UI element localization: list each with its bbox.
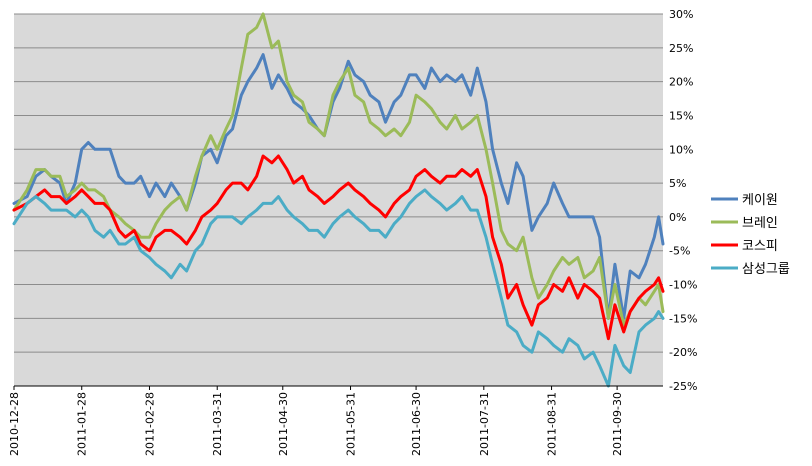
y-tick-label: 0% [669, 211, 686, 224]
x-tick-label: 2010-12-28 [8, 392, 21, 456]
x-tick-label: 2011-01-28 [76, 392, 89, 456]
x-axis: 2010-12-28 2011-01-28 2011-02-28 2011-03-31… [8, 386, 624, 456]
series-line-4 [12, 188, 665, 388]
x-tick-label: 2011-05-31 [345, 392, 358, 456]
y-tick-label: 30% [669, 8, 693, 21]
y-tick-label: -10% [669, 279, 697, 292]
plot-area [14, 14, 663, 386]
y-tick-label: 15% [669, 109, 693, 122]
x-tick-label: 2011-02-28 [143, 392, 156, 456]
series-line-2 [12, 12, 665, 327]
x-tick-label: 2011-07-31 [478, 392, 491, 456]
legend-label: 코스피 [742, 239, 778, 254]
y-tick-label: 25% [669, 42, 693, 55]
legend-label: 케이원 [742, 193, 778, 208]
series-line-3 [12, 154, 665, 341]
series-lines [12, 12, 665, 388]
y-tick-label: 20% [669, 76, 693, 89]
x-tick-label: 2011-08-31 [546, 392, 559, 456]
x-tick-label: 2011-04-30 [277, 392, 290, 456]
y-tick-label: 5% [669, 177, 686, 190]
y-tick-label: -20% [669, 346, 697, 359]
legend-label: 삼성그룹 [742, 262, 790, 277]
x-tick-label: 2011-03-31 [211, 392, 224, 456]
x-tick-label: 2011-09-30 [611, 392, 624, 456]
x-tick-label: 2011-06-30 [410, 392, 423, 456]
legend-label: 브레인 [742, 216, 778, 231]
y-tick-label: -25% [669, 380, 697, 393]
y-tick-label: 10% [669, 143, 693, 156]
y-axis: 30% 25% 20% 15% 10% 5% 0% -5% -10% -15% -20% -25% [669, 8, 697, 393]
y-tick-label: -5% [669, 245, 690, 258]
y-tick-label: -15% [669, 312, 697, 325]
